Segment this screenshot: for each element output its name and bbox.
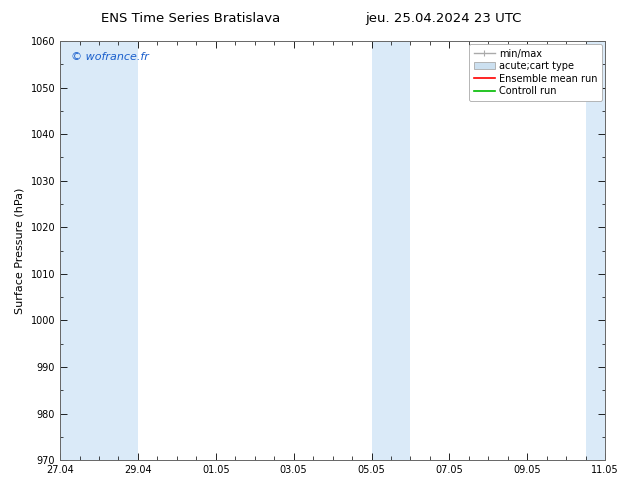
Text: jeu. 25.04.2024 23 UTC: jeu. 25.04.2024 23 UTC <box>366 12 522 25</box>
Text: © wofrance.fr: © wofrance.fr <box>71 51 149 62</box>
Text: ENS Time Series Bratislava: ENS Time Series Bratislava <box>101 12 280 25</box>
Legend: min/max, acute;cart type, Ensemble mean run, Controll run: min/max, acute;cart type, Ensemble mean … <box>469 44 602 101</box>
Y-axis label: Surface Pressure (hPa): Surface Pressure (hPa) <box>15 187 25 314</box>
Bar <box>372 41 410 460</box>
Bar <box>586 41 605 460</box>
Bar <box>60 41 138 460</box>
